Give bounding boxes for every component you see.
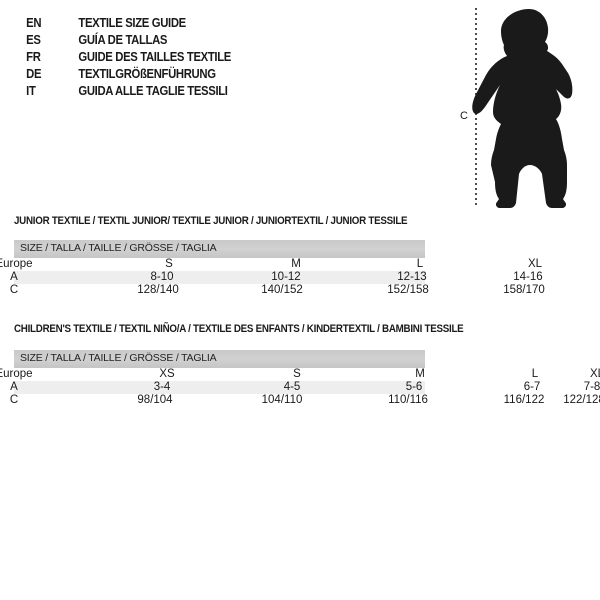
svg-text:C: C <box>460 110 468 122</box>
